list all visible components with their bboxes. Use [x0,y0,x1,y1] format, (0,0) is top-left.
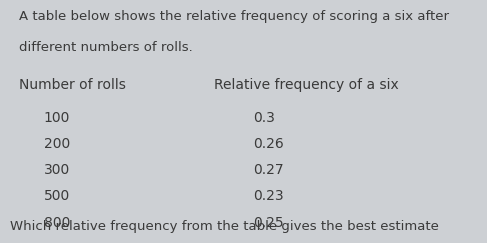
Text: 500: 500 [44,189,70,203]
Text: 300: 300 [44,163,70,177]
Text: 0.27: 0.27 [253,163,284,177]
Text: Number of rolls: Number of rolls [19,78,126,92]
Text: 0.25: 0.25 [253,216,284,230]
Text: Which relative frequency from the table gives the best estimate: Which relative frequency from the table … [10,220,439,233]
Text: 0.23: 0.23 [253,189,284,203]
Text: 200: 200 [44,137,70,151]
Text: 100: 100 [44,111,70,125]
Text: 800: 800 [44,216,70,230]
Text: Relative frequency of a six: Relative frequency of a six [214,78,399,92]
Text: 0.3: 0.3 [253,111,275,125]
Text: 0.26: 0.26 [253,137,284,151]
Text: A table below shows the relative frequency of scoring a six after: A table below shows the relative frequen… [19,10,450,23]
Text: different numbers of rolls.: different numbers of rolls. [19,41,193,54]
